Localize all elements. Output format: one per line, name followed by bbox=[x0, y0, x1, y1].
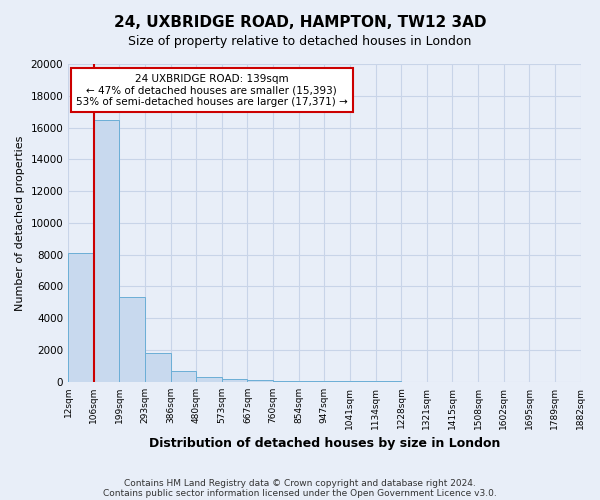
Bar bbox=[299, 381, 325, 382]
Bar bbox=[94, 120, 119, 382]
Text: 24, UXBRIDGE ROAD, HAMPTON, TW12 3AD: 24, UXBRIDGE ROAD, HAMPTON, TW12 3AD bbox=[114, 15, 486, 30]
Text: 24 UXBRIDGE ROAD: 139sqm
← 47% of detached houses are smaller (15,393)
53% of se: 24 UXBRIDGE ROAD: 139sqm ← 47% of detach… bbox=[76, 74, 347, 106]
Y-axis label: Number of detached properties: Number of detached properties bbox=[15, 135, 25, 310]
Bar bbox=[145, 353, 170, 382]
Bar bbox=[68, 253, 94, 382]
Text: Contains public sector information licensed under the Open Government Licence v3: Contains public sector information licen… bbox=[103, 488, 497, 498]
Bar bbox=[247, 380, 273, 382]
Bar bbox=[196, 376, 222, 382]
Bar bbox=[119, 298, 145, 382]
Bar bbox=[170, 370, 196, 382]
Text: Size of property relative to detached houses in London: Size of property relative to detached ho… bbox=[128, 35, 472, 48]
Bar bbox=[273, 380, 299, 382]
X-axis label: Distribution of detached houses by size in London: Distribution of detached houses by size … bbox=[149, 437, 500, 450]
Text: Contains HM Land Registry data © Crown copyright and database right 2024.: Contains HM Land Registry data © Crown c… bbox=[124, 478, 476, 488]
Bar bbox=[222, 378, 247, 382]
